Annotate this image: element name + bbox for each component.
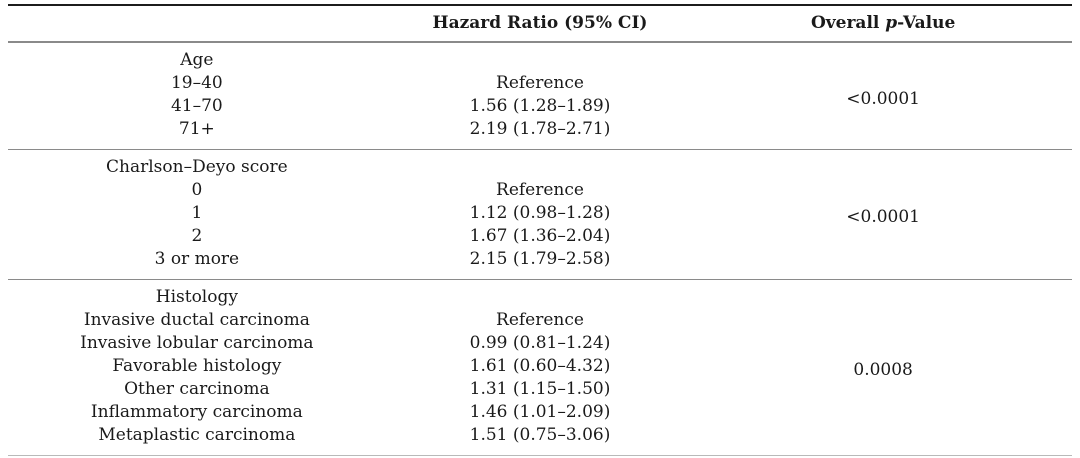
row-label: Invasive ductal carcinoma bbox=[83, 310, 310, 330]
group-label: Charlson–Deyo score bbox=[106, 157, 288, 177]
table-row: Other carcinoma 1.31 (1.15–1.50) bbox=[8, 378, 1072, 401]
table-row: 2 1.67 (1.36–2.04) bbox=[8, 225, 1072, 248]
header-hazard-ratio: Hazard Ratio (95% CI) bbox=[432, 13, 648, 33]
hr-value: 1.56 (1.28–1.89) bbox=[469, 96, 611, 116]
table-row: 71+ 2.19 (1.78–2.71) bbox=[8, 118, 1072, 150]
row-label: Favorable histology bbox=[112, 356, 282, 376]
hr-value bbox=[386, 42, 695, 72]
hr-value: Reference bbox=[496, 73, 584, 93]
row-label: Metaplastic carcinoma bbox=[98, 425, 296, 445]
table-row: Charlson–Deyo score <0.0001 bbox=[8, 150, 1072, 227]
table-row: 1 1.12 (0.98–1.28) bbox=[8, 202, 1072, 225]
table-row: Age <0.0001 bbox=[8, 42, 1072, 109]
group-label: Histology bbox=[155, 287, 238, 307]
hr-value: 1.51 (0.75–3.06) bbox=[469, 425, 611, 445]
hr-value: 2.19 (1.78–2.71) bbox=[469, 119, 611, 139]
row-label: Other carcinoma bbox=[124, 379, 270, 399]
table-row: Inflammatory carcinoma 1.46 (1.01–2.09) bbox=[8, 401, 1072, 424]
hr-value bbox=[386, 150, 695, 180]
row-label: 2 bbox=[191, 226, 203, 246]
hr-value: Reference bbox=[496, 310, 584, 330]
row-label: 19–40 bbox=[170, 73, 223, 93]
hr-value: Reference bbox=[496, 180, 584, 200]
section-age: Age <0.0001 19–40 Reference 41–70 1.56 (… bbox=[8, 42, 1072, 150]
header-empty-cell bbox=[8, 5, 386, 42]
row-label: 0 bbox=[191, 180, 203, 200]
hr-value: 0.99 (0.81–1.24) bbox=[469, 333, 611, 353]
table-row: Invasive ductal carcinoma Reference bbox=[8, 309, 1072, 332]
row-label: 41–70 bbox=[170, 96, 223, 116]
hr-value: 1.31 (1.15–1.50) bbox=[469, 379, 611, 399]
table-row: 19–40 Reference bbox=[8, 72, 1072, 95]
table-row: Invasive lobular carcinoma 0.99 (0.81–1.… bbox=[8, 332, 1072, 355]
row-label: 1 bbox=[191, 203, 203, 223]
table-header: Hazard Ratio (95% CI) Overall p-Value bbox=[8, 5, 1072, 42]
section-charlson-deyo: Charlson–Deyo score <0.0001 0 Reference … bbox=[8, 150, 1072, 280]
hr-value: 1.46 (1.01–2.09) bbox=[469, 402, 611, 422]
row-label: Inflammatory carcinoma bbox=[90, 402, 303, 422]
hr-value: 1.12 (0.98–1.28) bbox=[469, 203, 611, 223]
table-row: 0 Reference bbox=[8, 179, 1072, 202]
hr-value bbox=[386, 280, 695, 310]
header-row: Hazard Ratio (95% CI) Overall p-Value bbox=[8, 5, 1072, 42]
p-value: <0.0001 bbox=[846, 88, 920, 109]
table-row: Histology 0.0008 bbox=[8, 280, 1072, 380]
header-p-value-prefix: Overall bbox=[810, 13, 886, 33]
group-label: Age bbox=[180, 50, 214, 70]
table-row: 3 or more 2.15 (1.79–2.58) bbox=[8, 248, 1072, 280]
hazard-ratio-table: Hazard Ratio (95% CI) Overall p-Value Ag… bbox=[8, 4, 1072, 456]
hr-value: 1.61 (0.60–4.32) bbox=[469, 356, 611, 376]
table-row: 41–70 1.56 (1.28–1.89) bbox=[8, 95, 1072, 118]
row-label: 3 or more bbox=[154, 249, 240, 269]
table-row: Metaplastic carcinoma 1.51 (0.75–3.06) bbox=[8, 424, 1072, 456]
hr-value: 2.15 (1.79–2.58) bbox=[469, 249, 611, 269]
row-label: 71+ bbox=[178, 119, 215, 139]
section-histology: Histology 0.0008 Invasive ductal carcino… bbox=[8, 280, 1072, 456]
hr-value: 1.67 (1.36–2.04) bbox=[469, 226, 611, 246]
p-value: 0.0008 bbox=[853, 360, 913, 380]
row-label: Invasive lobular carcinoma bbox=[80, 333, 314, 353]
p-value: <0.0001 bbox=[846, 207, 920, 227]
header-p-value: Overall p-Value bbox=[694, 5, 1072, 42]
header-p-value-suffix: -Value bbox=[897, 13, 956, 33]
table-row: Favorable histology 1.61 (0.60–4.32) bbox=[8, 355, 1072, 378]
header-p-value-italic: p bbox=[885, 13, 898, 33]
